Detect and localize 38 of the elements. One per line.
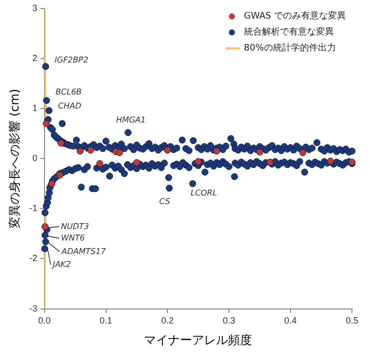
point xyxy=(116,149,123,156)
x-tick-label: 0.1 xyxy=(100,316,112,326)
point xyxy=(194,158,202,166)
point xyxy=(133,159,140,166)
y-tick-label: -2 xyxy=(29,253,38,264)
point xyxy=(42,223,48,230)
point xyxy=(42,120,50,128)
y-tick-label: 1 xyxy=(32,103,38,114)
x-tick-label: 0.3 xyxy=(222,316,236,326)
y-tick-label: 0 xyxy=(32,153,38,164)
legend-label: 80%の統計学的件出力 xyxy=(244,42,336,54)
annotation: CS xyxy=(159,197,170,206)
y-tick-label: -3 xyxy=(29,303,38,314)
point xyxy=(76,148,84,155)
annotation: JAK2 xyxy=(50,260,71,269)
annotation: WNT6 xyxy=(61,233,85,242)
y-tick-label: -1 xyxy=(29,203,38,214)
annotation: ADAMTS17 xyxy=(60,246,107,256)
annotation: HMGA1 xyxy=(116,116,146,125)
x-tick-label: 0.0 xyxy=(38,316,51,326)
point xyxy=(213,148,220,155)
annotation: BCL6B xyxy=(56,88,82,97)
point xyxy=(327,158,334,165)
y-tick-label: 3 xyxy=(32,2,38,13)
annotation: NUDT3 xyxy=(61,222,89,231)
annotation: CHAD xyxy=(58,102,82,111)
point xyxy=(256,148,264,156)
y-tick-label: 2 xyxy=(32,52,38,63)
x-axis-title: マイナーアレル頻度 xyxy=(144,332,252,347)
x-tick-label: 0.5 xyxy=(346,316,358,326)
x-tick-label: 0.4 xyxy=(284,316,297,326)
annotation: IGF2BP2 xyxy=(54,56,88,65)
x-tick-label: 0.2 xyxy=(161,316,174,326)
y-axis-title: 変異の身長への影響 (cm) xyxy=(7,88,22,228)
annotation: LCORL xyxy=(190,188,218,198)
legend-label: 統合解析で有意な変異 xyxy=(244,26,334,38)
point xyxy=(87,146,94,154)
legend-label: GWAS でのみ有意な変異 xyxy=(244,10,346,22)
